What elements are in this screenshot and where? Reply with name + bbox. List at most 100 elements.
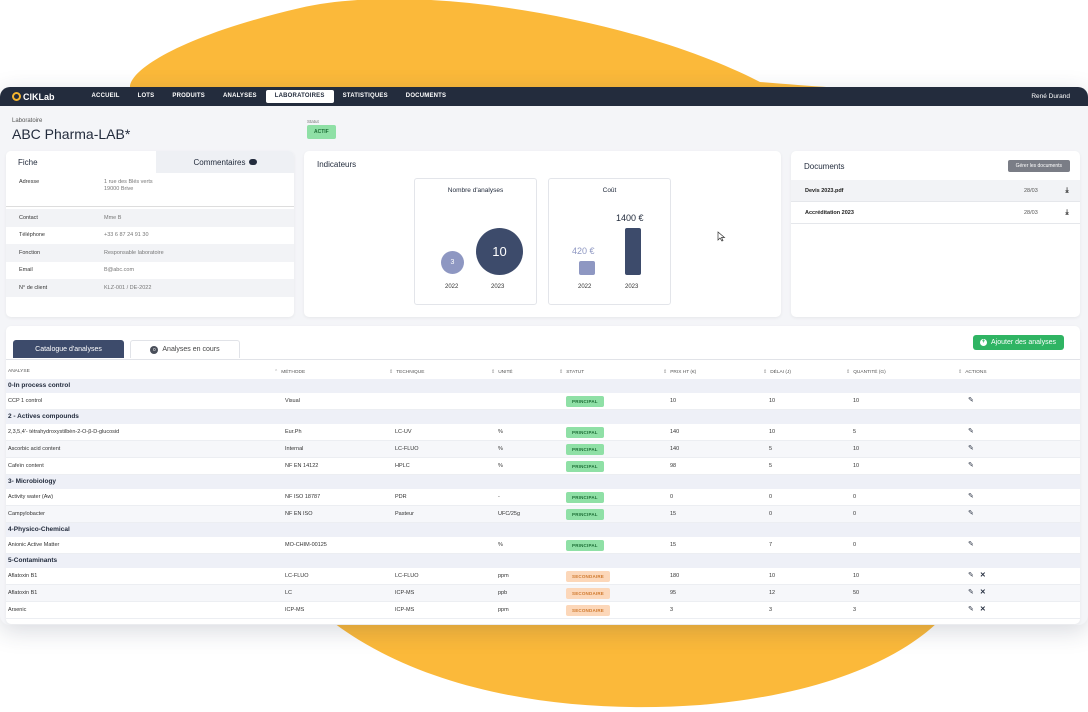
document-name[interactable]: Devis 2023.pdf <box>805 187 844 194</box>
cell-methode: Visual <box>285 398 300 404</box>
nav-produits[interactable]: PRODUITS <box>172 93 205 99</box>
column-header-label: STATUT <box>566 370 585 375</box>
table-row[interactable]: Activity water (Aw) NF ISO 18787 PDR - PRINC… <box>6 489 1080 506</box>
table-row[interactable]: CCP 1 control Visual PRINCIPAL 10 10 10 ✎ <box>6 393 1080 410</box>
add-analyses-label: Ajouter des analyses <box>991 339 1056 346</box>
table-row[interactable]: Campylobacter NF EN ISO Pasteur UFC/25g PRIN… <box>6 506 1080 523</box>
edit-icon[interactable]: ✎ <box>968 606 974 613</box>
nav-lots[interactable]: LOTS <box>137 93 155 99</box>
download-icon[interactable]: ⤓ <box>1065 186 1069 194</box>
edit-icon[interactable]: ✎ <box>968 541 974 548</box>
table-row[interactable]: Cafeïn content NF EN 14122 HPLC% PRINCIPAL 9… <box>6 458 1080 475</box>
fiche-row[interactable]: N° de client KLZ-001 / DE-2022 <box>6 279 294 297</box>
delete-icon[interactable]: ✕ <box>979 589 986 596</box>
edit-icon[interactable]: ✎ <box>968 445 974 452</box>
analyses-year-2022: 2022 <box>445 284 459 290</box>
table-row[interactable]: Aflatoxin B1 LC ICP-MS ppb SECONDAIRE 95 12 50 ✎… <box>6 585 1080 602</box>
column-header[interactable]: ⇕ PRIX HT (€) <box>663 369 696 375</box>
column-header[interactable]: ⌃ MÉTHODE <box>274 369 305 375</box>
fiche-value: +33 6 87 24 91 30 <box>104 232 149 239</box>
sort-icon[interactable]: ⇕ <box>389 369 394 375</box>
column-header[interactable]: ⇕ QUANTITÉ (G) <box>846 369 886 375</box>
document-name[interactable]: Accréditation 2023 <box>805 209 854 216</box>
edit-icon[interactable]: ✎ <box>968 397 974 404</box>
manage-documents-button[interactable]: Gérer les documents <box>1007 160 1070 172</box>
table-row[interactable]: Aflatoxin B1 LC-FLUO LC-FLUO ppm SECONDAIRE 1… <box>6 568 1080 585</box>
address-row[interactable]: Adresse 1 rue des Blés verts 19000 Brive <box>6 173 294 207</box>
table-row[interactable]: Arsenic ICP-MS ICP-MS ppm SECONDAIRE 3 3 3 ✎ ✕ <box>6 602 1080 619</box>
delete-icon[interactable]: ✕ <box>979 572 986 579</box>
nav-laboratoires[interactable]: LABORATOIRES <box>265 90 334 103</box>
column-header[interactable]: ⇕ DÉLAI (J) <box>763 369 791 375</box>
page-title: ABC Pharma-LAB* <box>12 126 131 142</box>
nav-accueil[interactable]: ACCUEIL <box>91 93 120 99</box>
cell-unite: % <box>498 446 503 452</box>
column-header[interactable]: ANALYSE <box>8 369 30 374</box>
cell-prix: 15 <box>670 511 677 517</box>
edit-icon[interactable]: ✎ <box>968 572 974 579</box>
cell-quantite: 10 <box>853 398 860 404</box>
sort-icon[interactable]: ⇕ <box>663 369 668 375</box>
document-row[interactable]: Accréditation 2023 28/03 ⤓ <box>791 202 1080 224</box>
fiche-row[interactable]: Email B@abc.com <box>6 262 294 280</box>
cell-unite: ppm <box>498 607 509 613</box>
cell-analyse: CCP 1 control <box>8 398 43 404</box>
status-badge: PRINCIPAL <box>566 444 604 455</box>
document-row[interactable]: Devis 2023.pdf 28/03 ⤓ <box>791 180 1080 202</box>
add-analyses-button[interactable]: + Ajouter des analyses <box>973 335 1064 350</box>
cell-technique: ICP-MS <box>395 607 415 613</box>
sort-icon[interactable]: ⇕ <box>559 369 564 375</box>
nav-analyses[interactable]: ANALYSES <box>223 93 257 99</box>
indicateurs-title: Indicateurs <box>317 160 357 169</box>
cell-prix: 0 <box>670 494 674 500</box>
tab-catalogue[interactable]: Catalogue d'analyses <box>13 340 124 358</box>
cell-quantite: 10 <box>853 446 860 452</box>
edit-icon[interactable]: ✎ <box>968 589 974 596</box>
download-icon[interactable]: ⤓ <box>1065 208 1069 216</box>
cell-delai: 10 <box>769 573 776 579</box>
logo[interactable]: ClKLab <box>12 92 55 102</box>
column-header[interactable]: ⇕ UNITÉ <box>491 369 513 375</box>
edit-icon[interactable]: ✎ <box>968 493 974 500</box>
tab-fiche[interactable]: Fiche <box>6 151 156 173</box>
tab-analyses-en-cours[interactable]: 0 Analyses en cours <box>130 340 240 358</box>
analyses-count-box: Nombre d'analyses 3 10 2022 2023 <box>414 178 537 305</box>
cell-quantite: 3 <box>853 607 857 613</box>
fiche-row[interactable]: Téléphone +33 6 87 24 91 30 <box>6 227 294 245</box>
nav-statistiques[interactable]: STATISTIQUES <box>342 93 388 99</box>
cell-delai: 3 <box>769 607 773 613</box>
edit-icon[interactable]: ✎ <box>968 510 974 517</box>
edit-icon[interactable]: ✎ <box>968 462 974 469</box>
edit-icon[interactable]: ✎ <box>968 428 974 435</box>
fiche-row[interactable]: Fonction Responsable laboratoire <box>6 244 294 262</box>
fiche-value: B@abc.com <box>104 267 135 274</box>
sort-icon[interactable]: ⌃ <box>274 369 279 375</box>
actions: ✎ <box>968 444 974 452</box>
column-header[interactable]: ⇕ STATUT <box>559 369 584 375</box>
cost-2022-bar <box>579 261 595 275</box>
table-row[interactable]: 2,3,5,4'- tétrahydroxystilbèn-2-O-β-D-gl… <box>6 424 1080 441</box>
delete-icon[interactable]: ✕ <box>979 606 986 613</box>
status-badge: ACTIF <box>307 125 336 139</box>
nav-documents[interactable]: DOCUMENTS <box>405 93 447 99</box>
user-name[interactable]: René Durand <box>1031 93 1070 100</box>
cost-year-2023: 2023 <box>625 284 639 290</box>
fiche-row[interactable]: Contact Mme B <box>6 209 294 227</box>
table-row[interactable]: Anionic Active Matter MO-CHIM-00125% PRINC… <box>6 537 1080 554</box>
cell-unite: ppm <box>498 573 509 579</box>
column-header[interactable]: ⇕ TECHNIQUE <box>389 369 424 375</box>
top-navbar: ClKLab ACCUEIL LOTS PRODUITS ANALYSES LABORA… <box>0 87 1088 106</box>
sort-icon[interactable]: ⇕ <box>491 369 496 375</box>
tab-commentaires[interactable]: Commentaires <box>156 151 294 173</box>
catalog-card: Catalogue d'analyses 0 Analyses en cours … <box>6 326 1080 624</box>
fiche-label: Fonction <box>19 249 41 256</box>
cost-2023-bar <box>625 228 641 275</box>
cell-prix: 180 <box>670 573 680 579</box>
column-header-label: MÉTHODE <box>281 370 306 375</box>
column-header[interactable]: ⇕ ACTIONS <box>958 369 987 375</box>
sort-icon[interactable]: ⇕ <box>846 369 851 375</box>
table-row[interactable]: Ascorbic acid content Internal LC-FLUO% PRI… <box>6 441 1080 458</box>
sort-icon[interactable]: ⇕ <box>958 369 963 375</box>
sort-icon[interactable]: ⇕ <box>763 369 768 375</box>
